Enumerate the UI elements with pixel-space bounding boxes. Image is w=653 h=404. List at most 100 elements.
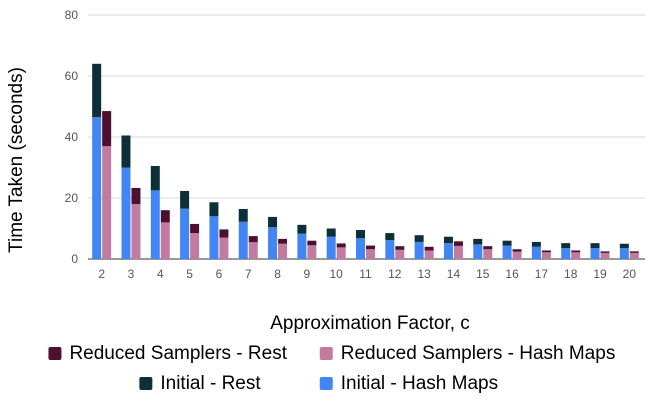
bar-reduced-samplers-hash-maps (453, 245, 463, 259)
x-tick-label: 13 (417, 267, 431, 281)
x-tick-label: 19 (593, 267, 607, 281)
bar-initial-hash-maps (238, 221, 248, 259)
tick-labels: 0 20 40 60 80 2 3 4 5 6 7 8 9 10 11 12 13 14 15 16 17 18 19 20 (65, 8, 637, 281)
bar-initial-hash-maps (443, 243, 453, 259)
bar-reduced-samplers-hash-maps (600, 252, 610, 259)
x-tick-label: 16 (505, 267, 519, 281)
bar-initial-rest (209, 202, 219, 217)
x-tick-label: 3 (128, 267, 135, 281)
bar-initial-hash-maps (209, 216, 219, 259)
bar-initial-rest (531, 241, 541, 247)
bar-reduced-samplers-hash-maps (483, 249, 493, 259)
gridlines (88, 14, 645, 260)
bars (92, 63, 639, 259)
legend-swatch (319, 347, 333, 360)
bar-reduced-samplers-hash-maps (307, 245, 317, 259)
x-tick-label: 7 (245, 267, 252, 281)
bar-initial-hash-maps (150, 190, 160, 259)
bar-reduced-samplers-hash-maps (131, 204, 141, 259)
legend-label: Reduced Samplers - Hash Maps (341, 343, 616, 364)
bar-initial-rest (121, 135, 131, 168)
bar-initial-rest (590, 243, 600, 249)
bar-initial-hash-maps (268, 227, 278, 259)
bar-initial-rest (561, 243, 571, 249)
bar-reduced-samplers-hash-maps (102, 146, 112, 259)
bar-reduced-samplers-rest (160, 210, 170, 223)
bar-initial-hash-maps (590, 248, 600, 259)
bar-reduced-samplers-hash-maps (571, 252, 581, 259)
bar-reduced-samplers-rest (512, 249, 522, 252)
bar-reduced-samplers-hash-maps (160, 222, 170, 259)
bar-initial-rest (238, 208, 248, 222)
bar-initial-rest (473, 238, 483, 245)
legend-swatch (319, 377, 333, 390)
bar-initial-hash-maps (531, 246, 541, 259)
x-tick-label: 14 (447, 267, 461, 281)
y-tick-label: 40 (65, 130, 79, 144)
bar-initial-rest (502, 240, 512, 246)
x-tick-label: 12 (388, 267, 402, 281)
bar-initial-rest (297, 224, 307, 234)
bar-reduced-samplers-hash-maps (278, 243, 288, 259)
bar-initial-hash-maps (473, 244, 483, 259)
bar-reduced-samplers-rest (541, 250, 551, 253)
bar-reduced-samplers-hash-maps (424, 250, 434, 259)
x-tick-label: 8 (274, 267, 281, 281)
x-tick-label: 18 (564, 267, 578, 281)
bar-reduced-samplers-hash-maps (336, 247, 346, 259)
legend: Reduced Samplers - Rest Reduced Samplers … (48, 343, 615, 394)
x-axis-title: Approximation Factor, c (270, 313, 470, 334)
x-tick-label: 6 (216, 267, 223, 281)
y-tick-label: 0 (71, 252, 78, 266)
bar-reduced-samplers-rest (395, 246, 405, 250)
bar-initial-hash-maps (297, 233, 307, 259)
bar-reduced-samplers-rest (453, 241, 463, 246)
bar-reduced-samplers-rest (571, 250, 581, 253)
x-tick-label: 4 (157, 267, 164, 281)
bar-initial-rest (268, 216, 278, 228)
bar-initial-hash-maps (121, 167, 131, 259)
legend-swatch (48, 347, 62, 360)
x-tick-label: 15 (476, 267, 490, 281)
bar-reduced-samplers-rest (219, 229, 229, 238)
bar-initial-hash-maps (561, 248, 571, 259)
y-tick-label: 60 (65, 69, 79, 83)
bar-reduced-samplers-rest (248, 236, 258, 243)
bar-initial-hash-maps (414, 241, 424, 259)
bar-reduced-samplers-hash-maps (219, 237, 229, 259)
bar-initial-rest (92, 63, 102, 118)
x-tick-label: 20 (623, 267, 637, 281)
bar-initial-hash-maps (326, 236, 336, 259)
bar-initial-hash-maps (92, 117, 102, 259)
bar-reduced-samplers-rest (102, 111, 112, 147)
bar-initial-hash-maps (619, 248, 629, 259)
bar-initial-rest (356, 230, 365, 239)
x-tick-label: 17 (535, 267, 549, 281)
bar-reduced-samplers-hash-maps (248, 242, 258, 259)
x-tick-label: 2 (98, 267, 105, 281)
bar-reduced-samplers-rest (307, 240, 317, 246)
bar-reduced-samplers-hash-maps (395, 249, 405, 259)
bar-initial-rest (385, 233, 395, 241)
bar-reduced-samplers-hash-maps (512, 251, 522, 259)
x-tick-label: 9 (304, 267, 311, 281)
bar-reduced-samplers-rest (278, 238, 288, 244)
bar-initial-hash-maps (356, 238, 365, 259)
legend-swatch (139, 377, 153, 390)
bar-initial-hash-maps (385, 240, 395, 259)
y-tick-label: 80 (65, 8, 79, 22)
bar-reduced-samplers-rest (424, 246, 434, 251)
legend-label: Initial - Rest (160, 373, 261, 394)
x-tick-label: 5 (186, 267, 193, 281)
bar-initial-rest (414, 235, 424, 242)
bar-initial-rest (619, 243, 629, 249)
bar-reduced-samplers-rest (629, 251, 639, 253)
bar-initial-rest (180, 190, 190, 209)
bar-reduced-samplers-rest (483, 246, 493, 250)
bar-reduced-samplers-rest (336, 243, 346, 248)
bar-initial-rest (150, 165, 160, 191)
x-tick-label: 11 (359, 267, 372, 281)
legend-label: Reduced Samplers - Rest (69, 343, 287, 364)
